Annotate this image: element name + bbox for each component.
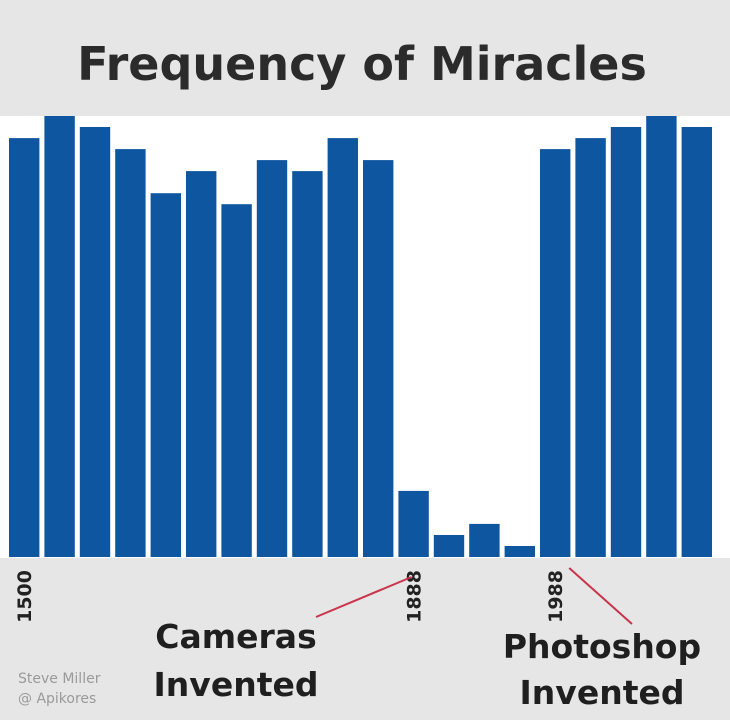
bar-7	[221, 204, 252, 557]
bar-19	[646, 116, 677, 557]
credit-handle: @ Apikores	[18, 691, 96, 707]
x-tick-label-1888: 1888	[404, 570, 426, 623]
bar-14	[469, 523, 500, 557]
bar-20	[681, 127, 712, 557]
bar-15	[504, 546, 535, 557]
annotation-line-2	[568, 567, 633, 625]
chart-title: Frequency of Miracles	[77, 37, 647, 91]
bar-9	[292, 171, 323, 557]
annotation-1-line-1: Cameras	[155, 617, 316, 656]
bar-2	[44, 116, 75, 557]
credit: Steve Miller @ Apikores	[18, 671, 101, 707]
bar-1	[9, 138, 40, 557]
annotation-1-line-2: Invented	[154, 665, 319, 704]
bar-3	[79, 127, 111, 557]
bar-4	[115, 149, 146, 557]
x-tick-label-1988: 1988	[545, 570, 567, 623]
bar-18	[610, 127, 642, 557]
credit-name: Steve Miller	[18, 671, 101, 687]
bar-16	[540, 149, 571, 557]
bar-8	[256, 160, 288, 557]
annotation-2-line-1: Photoshop	[503, 627, 701, 666]
bar-17	[575, 138, 606, 557]
annotation-line-1	[315, 576, 412, 618]
bar-12	[398, 490, 429, 557]
bar-13	[433, 535, 465, 557]
bars	[9, 116, 712, 557]
bar-6	[186, 171, 217, 557]
annotations: Cameras Invented Photoshop Invented	[154, 567, 701, 712]
bar-11	[363, 160, 394, 557]
bar-5	[150, 193, 181, 557]
annotation-2-line-2: Invented	[520, 673, 685, 712]
x-tick-label-1500: 1500	[14, 570, 36, 623]
x-tick-labels: 1500 1888 1988	[14, 570, 567, 623]
bar-10	[327, 138, 358, 557]
